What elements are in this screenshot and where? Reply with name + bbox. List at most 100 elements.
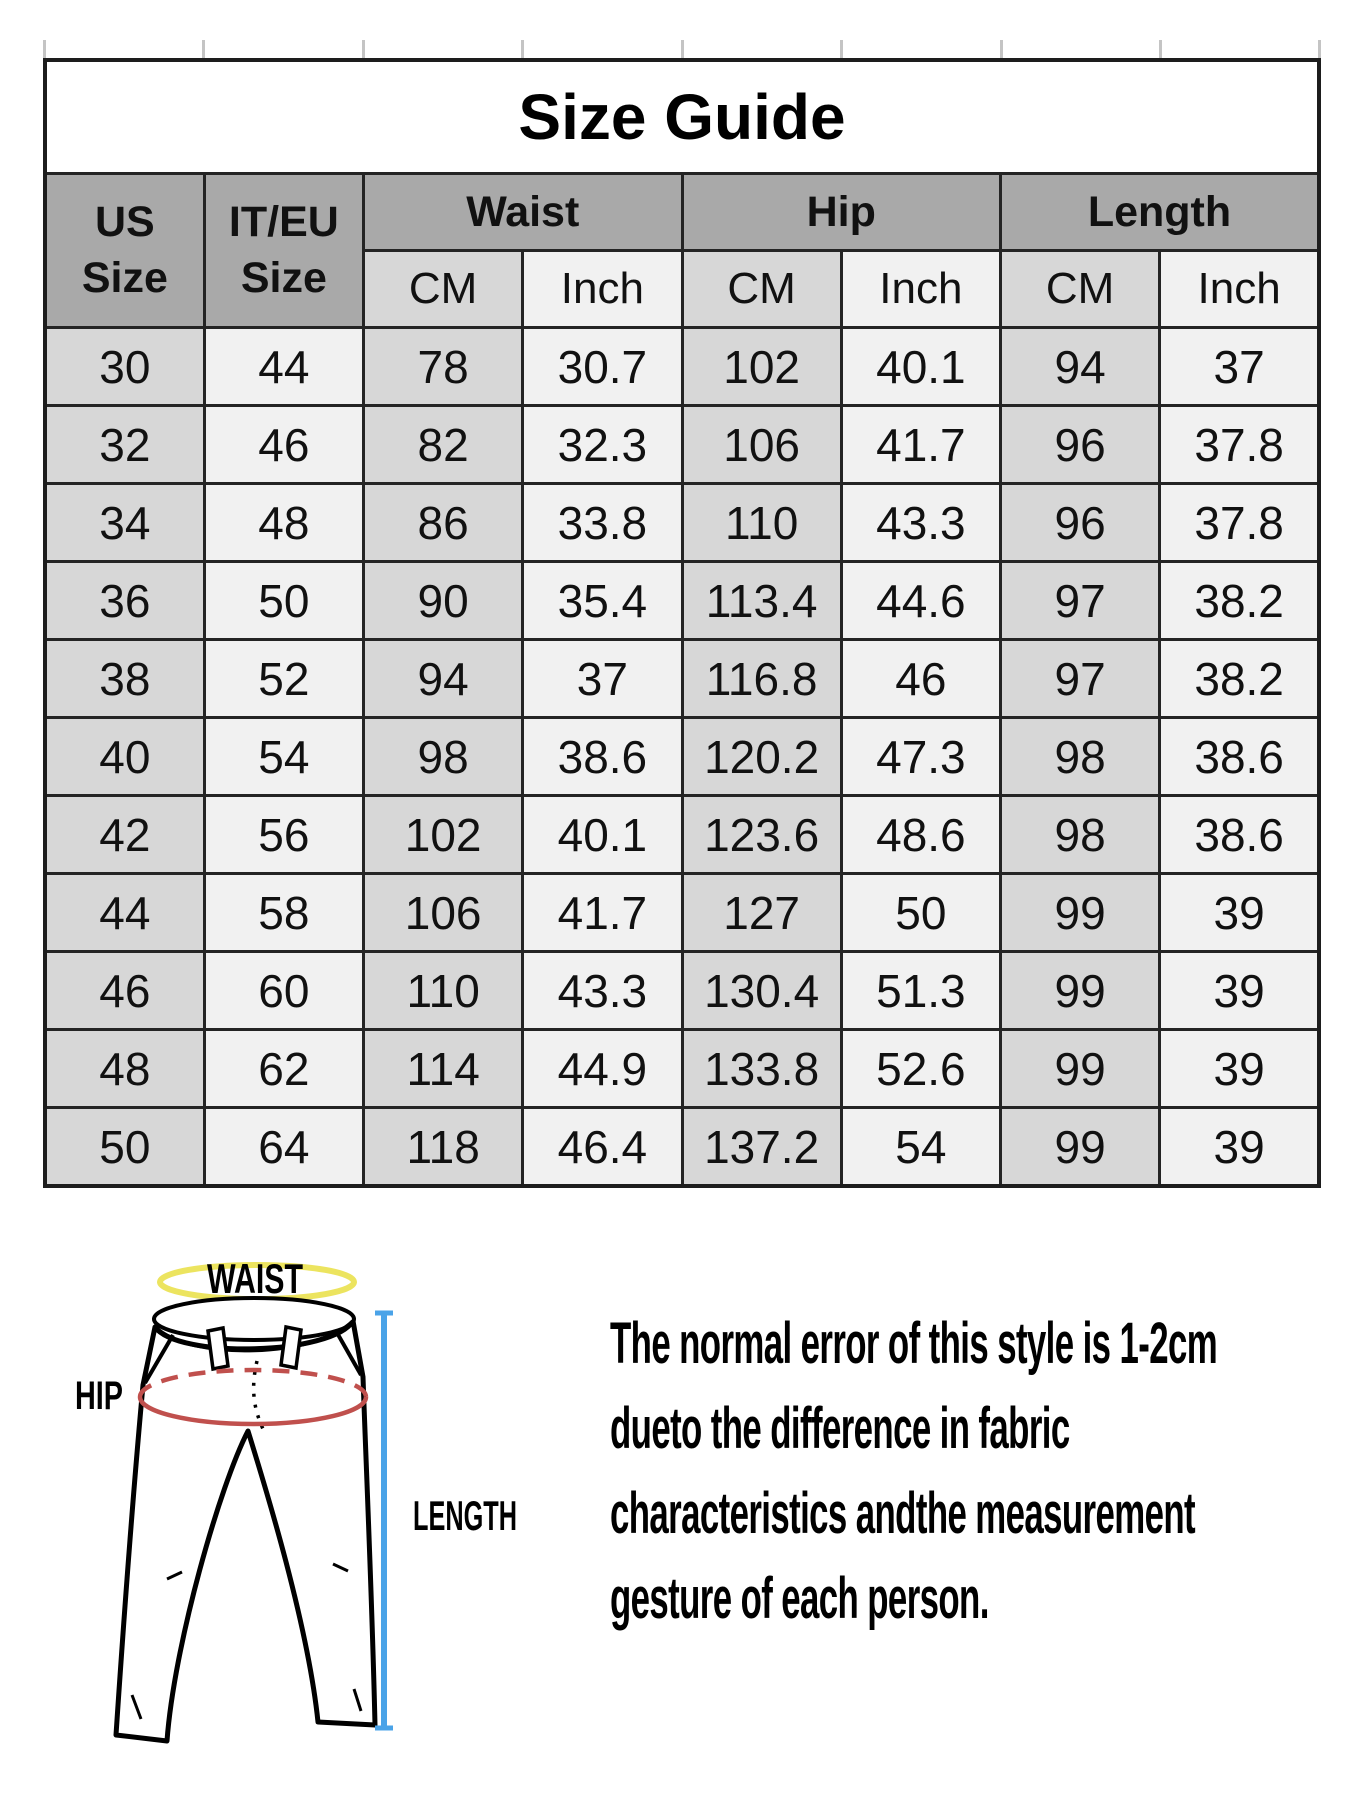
table-row: 38 52 94 37 116.8 46 97 38.2 bbox=[43, 638, 1321, 719]
unit-header-length-cm: CM bbox=[998, 249, 1162, 329]
table-cell: 38.6 bbox=[1158, 794, 1321, 875]
table-cell: 38.6 bbox=[1158, 716, 1321, 797]
note-text: The normal error of this style is 1-2cm … bbox=[610, 1301, 1350, 1641]
table-cell: 106 bbox=[361, 872, 525, 953]
table-cell: 96 bbox=[998, 482, 1162, 563]
note-line-2-text: dueto the difference in fabric bbox=[610, 1396, 1070, 1461]
table-cell: 37.8 bbox=[1158, 482, 1321, 563]
note-line-2: dueto the difference in fabric bbox=[610, 1386, 1350, 1471]
table-cell: 120.2 bbox=[680, 716, 843, 797]
table-cell: 94 bbox=[361, 638, 525, 719]
table-cell: 47.3 bbox=[839, 716, 1003, 797]
table-row: 50 64 118 46.4 137.2 54 99 39 bbox=[43, 1106, 1321, 1188]
table-cell: 41.7 bbox=[839, 404, 1003, 485]
note-line-4-text: gesture of each person. bbox=[610, 1566, 989, 1631]
table-cell: 48.6 bbox=[839, 794, 1003, 875]
pants-waist-opening bbox=[152, 1296, 356, 1342]
table-cell: 54 bbox=[839, 1106, 1003, 1188]
col-group-length: Length bbox=[999, 172, 1321, 252]
waist-label: WAIST bbox=[207, 1255, 303, 1302]
iteu-label-line2: Size bbox=[240, 253, 327, 302]
table-cell: 98 bbox=[361, 716, 525, 797]
table-cell: 50 bbox=[839, 872, 1003, 953]
unit-header-hip-cm: CM bbox=[680, 249, 843, 329]
table-cell: 46 bbox=[202, 404, 366, 485]
table-row: 30 44 78 30.7 102 40.1 94 37 bbox=[43, 326, 1321, 407]
col-header-iteu-size: IT/EU Size bbox=[202, 172, 366, 329]
table-cell: 39 bbox=[1158, 872, 1321, 953]
table-cell: 42 bbox=[43, 794, 206, 875]
header-group-row: US Size IT/EU Size Waist Hip Length bbox=[43, 172, 1321, 329]
table-cell: 97 bbox=[998, 560, 1162, 641]
table-cell: 106 bbox=[680, 404, 843, 485]
table-cell: 40 bbox=[43, 716, 206, 797]
column-tick bbox=[202, 40, 205, 58]
table-cell: 32 bbox=[43, 404, 206, 485]
table-cell: 40.1 bbox=[839, 326, 1003, 407]
column-tick bbox=[681, 40, 684, 58]
note-line-3: characteristics andthe measurement bbox=[610, 1471, 1350, 1556]
table-cell: 54 bbox=[202, 716, 366, 797]
table-cell: 99 bbox=[998, 1028, 1162, 1109]
table-cell: 110 bbox=[680, 482, 843, 563]
table-cell: 40.1 bbox=[521, 794, 684, 875]
note-line-3-text: characteristics andthe measurement bbox=[610, 1481, 1196, 1546]
table-cell: 56 bbox=[202, 794, 366, 875]
table-cell: 64 bbox=[202, 1106, 366, 1188]
table-cell: 99 bbox=[998, 1106, 1162, 1188]
page-title: Size Guide bbox=[43, 58, 1321, 175]
us-label-line2: Size bbox=[81, 253, 168, 302]
unit-header-waist-cm: CM bbox=[361, 249, 525, 329]
us-label-line1: US bbox=[95, 197, 155, 246]
table-cell: 98 bbox=[998, 794, 1162, 875]
column-tick bbox=[1159, 40, 1162, 58]
crease-mark bbox=[130, 1694, 143, 1720]
note-line-1-text: The normal error of this style is 1-2cm bbox=[610, 1311, 1218, 1376]
table-cell: 127 bbox=[680, 872, 843, 953]
table-cell: 43.3 bbox=[521, 950, 684, 1031]
table-cell: 46 bbox=[43, 950, 206, 1031]
fly-dotted-line bbox=[251, 1360, 265, 1430]
table-cell: 46 bbox=[839, 638, 1003, 719]
table-cell: 96 bbox=[998, 404, 1162, 485]
table-cell: 43.3 bbox=[839, 482, 1003, 563]
table-cell: 33.8 bbox=[521, 482, 684, 563]
table-cell: 60 bbox=[202, 950, 366, 1031]
pants-diagram: WAIST HIP LENGTH bbox=[75, 1255, 517, 1744]
unit-header-hip-inch: Inch bbox=[839, 249, 1003, 329]
table-cell: 118 bbox=[361, 1106, 525, 1188]
size-guide-table: Size Guide US Size IT/EU Size Waist Hip … bbox=[43, 58, 1321, 1188]
table-cell: 36 bbox=[43, 560, 206, 641]
table-cell: 38.2 bbox=[1158, 638, 1321, 719]
table-cell: 78 bbox=[361, 326, 525, 407]
table-cell: 102 bbox=[361, 794, 525, 875]
table-cell: 52 bbox=[202, 638, 366, 719]
crease-mark bbox=[332, 1562, 349, 1573]
table-row: 40 54 98 38.6 120.2 47.3 98 38.6 bbox=[43, 716, 1321, 797]
table-cell: 123.6 bbox=[680, 794, 843, 875]
table-cell: 46.4 bbox=[521, 1106, 684, 1188]
table-cell: 44.9 bbox=[521, 1028, 684, 1109]
pants-outline bbox=[113, 1318, 378, 1744]
crease-mark bbox=[166, 1570, 183, 1581]
table-cell: 44 bbox=[202, 326, 366, 407]
table-cell: 44 bbox=[43, 872, 206, 953]
table-row: 48 62 114 44.9 133.8 52.6 99 39 bbox=[43, 1028, 1321, 1109]
table-cell: 30.7 bbox=[521, 326, 684, 407]
table-cell: 50 bbox=[43, 1106, 206, 1188]
table-cell: 51.3 bbox=[839, 950, 1003, 1031]
unit-header-waist-inch: Inch bbox=[521, 249, 684, 329]
table-cell: 110 bbox=[361, 950, 525, 1031]
col-group-waist: Waist bbox=[362, 172, 684, 252]
column-tick bbox=[1000, 40, 1003, 58]
table-cell: 82 bbox=[361, 404, 525, 485]
table-cell: 94 bbox=[998, 326, 1162, 407]
column-tick bbox=[1318, 40, 1321, 58]
table-cell: 38.6 bbox=[521, 716, 684, 797]
iteu-label-line1: IT/EU bbox=[228, 197, 339, 246]
column-tick bbox=[521, 40, 524, 58]
pocket-line-left bbox=[143, 1333, 175, 1385]
table-row: 46 60 110 43.3 130.4 51.3 99 39 bbox=[43, 950, 1321, 1031]
column-tick bbox=[840, 40, 843, 58]
table-cell: 98 bbox=[998, 716, 1162, 797]
